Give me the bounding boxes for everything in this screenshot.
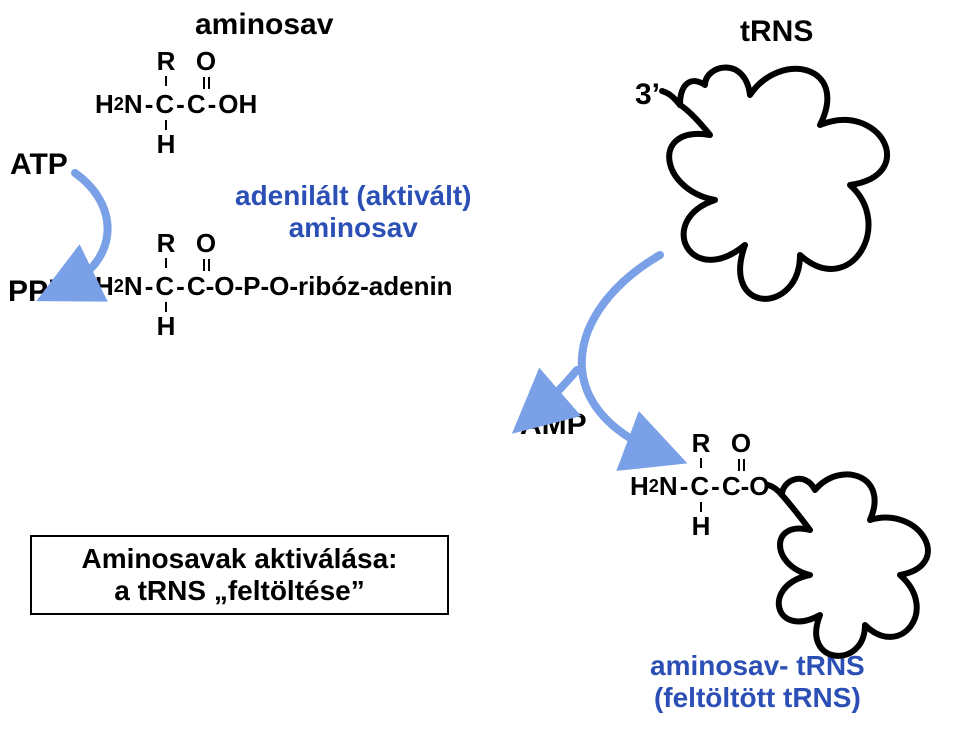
arrow-atp-ppi xyxy=(45,165,135,305)
label-trns: tRNS xyxy=(740,15,813,49)
label-adenilalt-l1: adenilált (aktivált) xyxy=(235,180,472,212)
box-title: Aminosavak aktiválása: a tRNS „feltöltés… xyxy=(30,535,449,615)
diagram-stage: { "labels": { "aminosav_top": "aminosav"… xyxy=(0,0,960,730)
chem-adenylated: R O H2N - C - C -O-P-O-ribóz-adenin H xyxy=(95,230,453,340)
label-aminosav-trns-l2: (feltöltött tRNS) xyxy=(650,682,865,714)
arrow-transfer xyxy=(505,250,735,480)
box-title-l2: a tRNS „feltöltése” xyxy=(42,575,437,607)
label-aminosav-top: aminosav xyxy=(195,8,333,42)
chem-aminoacid: R O H2N - C - C - OH H xyxy=(95,48,257,158)
box-title-l1: Aminosavak aktiválása: xyxy=(42,543,437,575)
trna-bottom xyxy=(770,470,960,670)
